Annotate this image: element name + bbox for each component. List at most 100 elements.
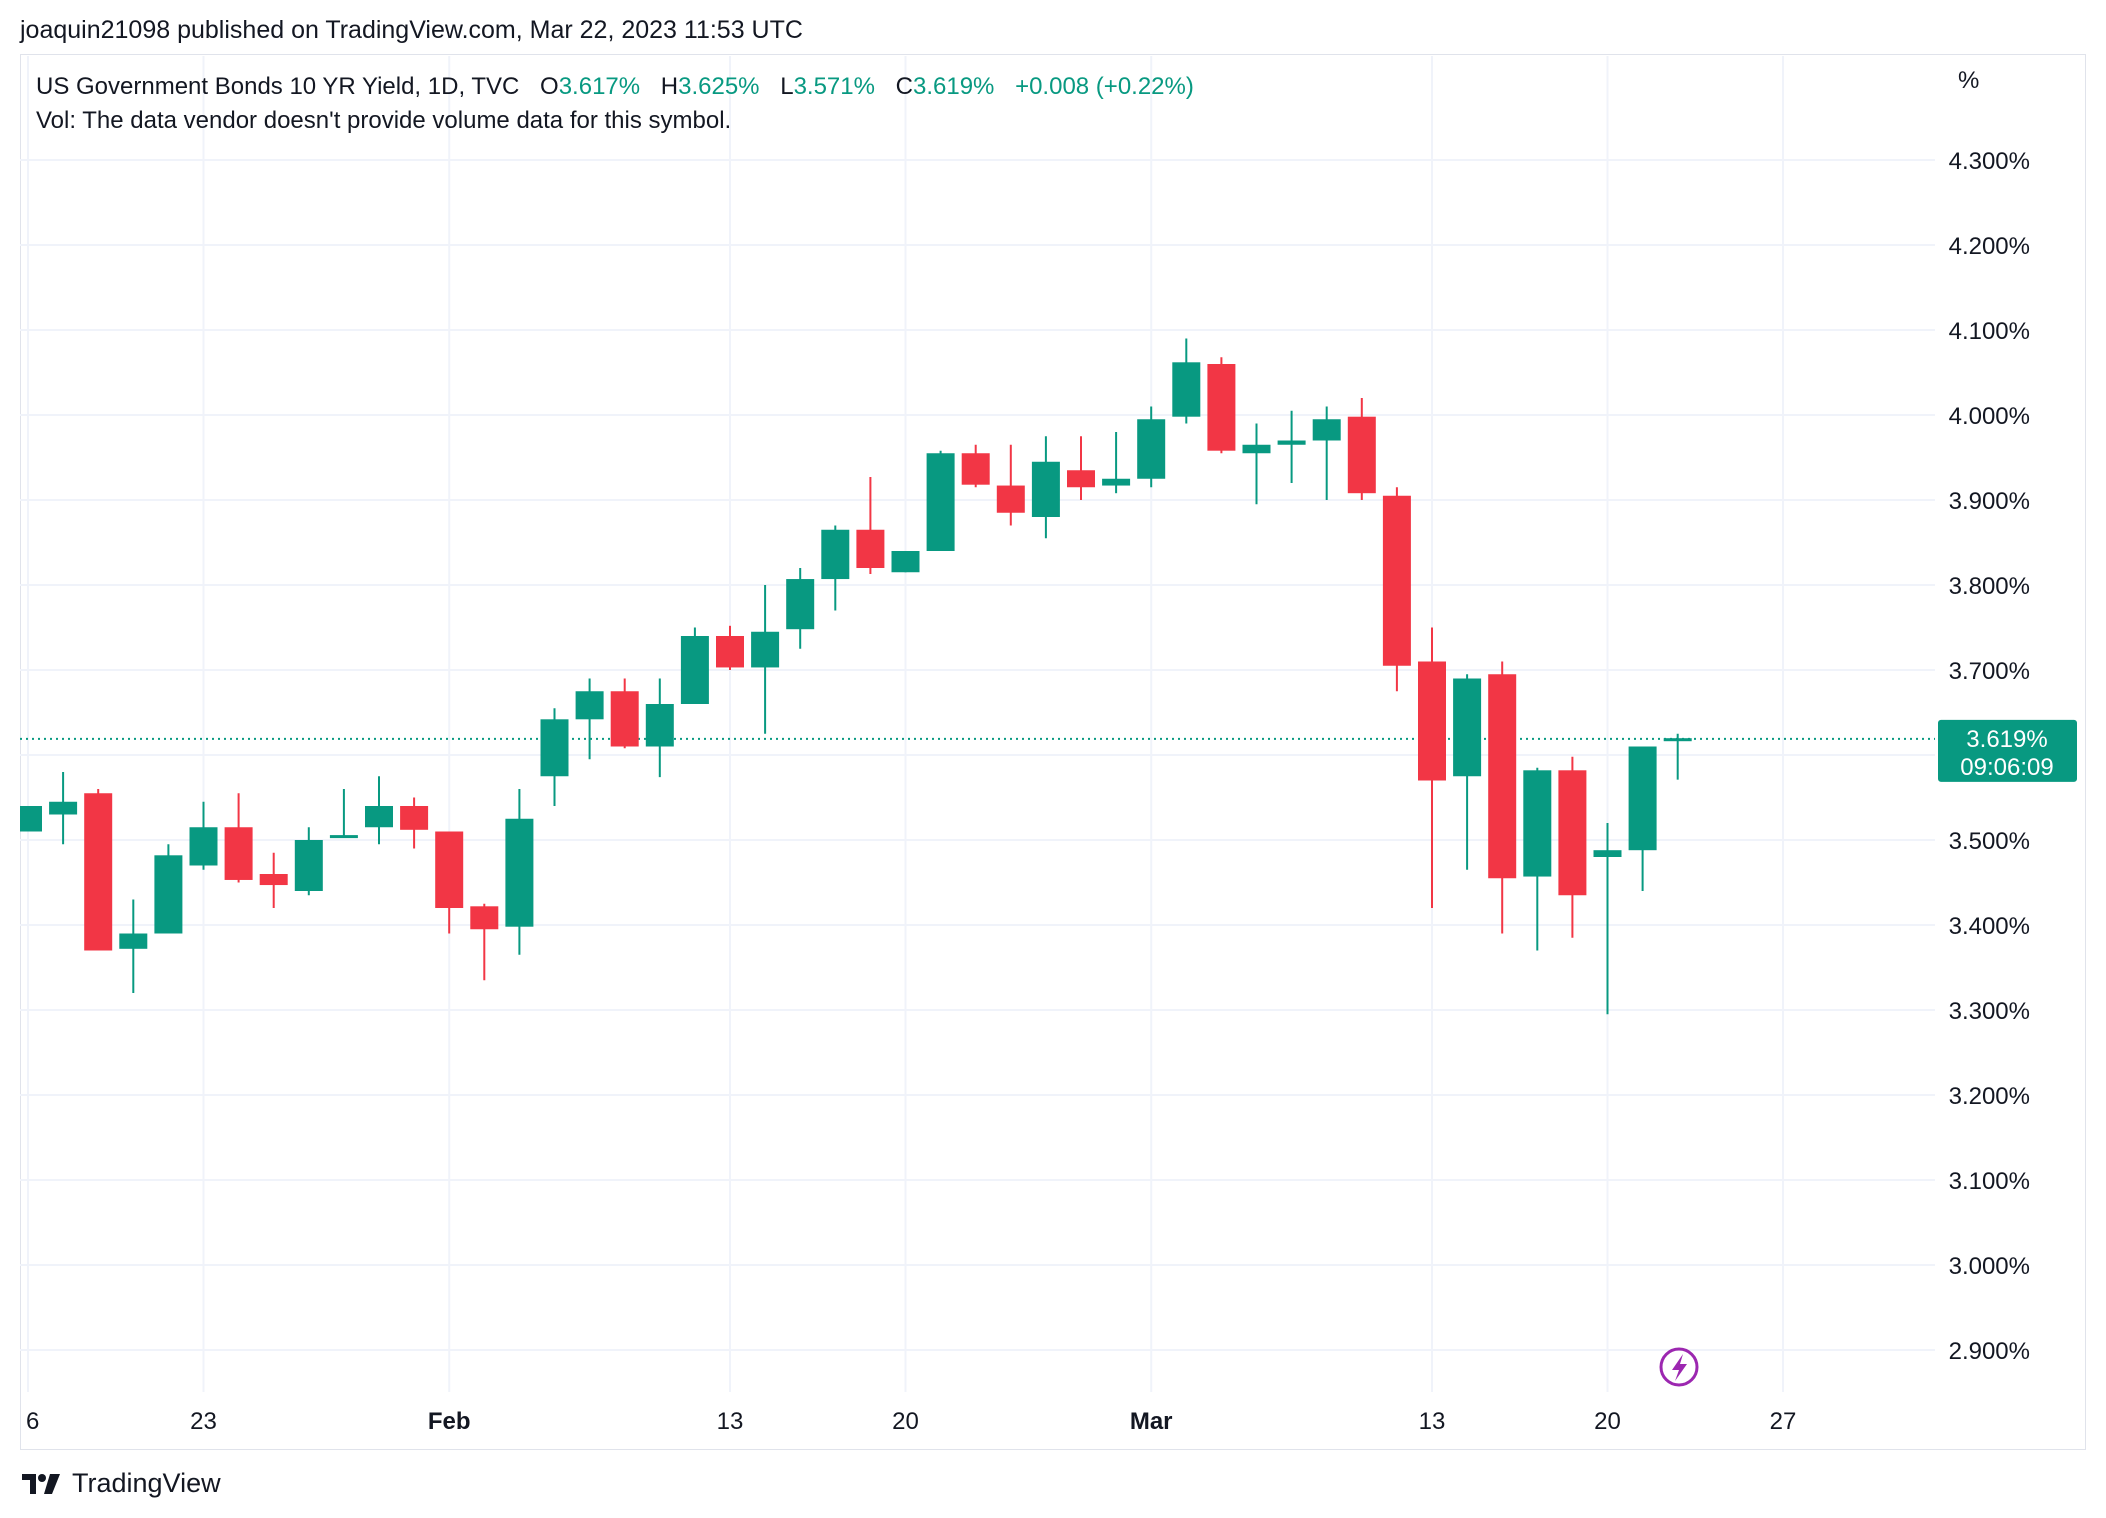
candle [1558, 756, 1587, 938]
candle-body [996, 485, 1025, 513]
candle [926, 450, 955, 551]
candle [435, 831, 464, 934]
candle-body [84, 793, 113, 951]
y-tick-label: 3.300% [1949, 998, 2030, 1025]
candle-body [540, 719, 569, 777]
y-tick-label: 3.200% [1949, 1083, 2030, 1110]
legend-ohlc-row: US Government Bonds 10 YR Yield, 1D, TVC… [36, 70, 1194, 104]
candle-body [645, 704, 674, 747]
candle-body [575, 691, 604, 720]
candle-body [505, 818, 534, 927]
candle-body [294, 840, 323, 891]
published-info: joaquin21098 published on TradingView.co… [20, 16, 803, 44]
legend-low-label: L [780, 73, 794, 100]
legend-symbol[interactable]: US Government Bonds 10 YR Yield, 1D, TVC [36, 73, 520, 100]
candle [189, 801, 218, 870]
candle-body [1663, 738, 1692, 742]
candle-body [20, 806, 42, 832]
candle-body [961, 453, 990, 485]
x-tick-label: Mar [1130, 1408, 1173, 1435]
footer-brand[interactable]: TradingView [22, 1468, 221, 1499]
time-axis[interactable]: 6 23 Feb 13 20 Mar 13 20 27 [26, 1408, 1796, 1435]
tradingview-logo-icon [22, 1473, 60, 1494]
candle-body [1067, 470, 1095, 488]
candle [1277, 410, 1306, 483]
x-tick-label: 13 [717, 1408, 744, 1435]
candle [1593, 823, 1622, 1015]
y-tick-label: 3.800% [1949, 573, 2030, 600]
candle [1347, 398, 1376, 500]
candle-body [891, 551, 920, 573]
legend-high-value: 3.625% [678, 73, 760, 100]
legend-close-label: C [895, 73, 913, 100]
x-tick-label: Feb [428, 1408, 471, 1435]
candle-body [1207, 364, 1236, 451]
candle [365, 776, 393, 845]
candle [119, 899, 148, 993]
candle-body [1137, 419, 1166, 479]
y-tick-label: 3.400% [1949, 913, 2030, 940]
legend-open-label: O [540, 73, 559, 100]
y-tick-label: 3.100% [1949, 1168, 2030, 1195]
legend-change: +0.008 (+0.22%) [1015, 73, 1194, 100]
candle [329, 789, 358, 839]
candle [1312, 406, 1341, 500]
candle-body [1277, 440, 1306, 445]
candle [1488, 661, 1517, 934]
candle [821, 525, 850, 611]
candle [1207, 357, 1236, 454]
candle [996, 444, 1025, 526]
candle [891, 551, 920, 573]
candle [470, 903, 499, 981]
x-tick-label: 13 [1419, 1408, 1446, 1435]
candle [610, 678, 639, 749]
candle [645, 678, 674, 778]
candle [540, 708, 569, 806]
candle [961, 444, 990, 488]
x-tick-label: 20 [1594, 1408, 1621, 1435]
candle [1067, 436, 1095, 500]
y-tick-label: 4.300% [1949, 148, 2030, 175]
candle [575, 678, 604, 760]
candle [224, 793, 253, 883]
candle [1102, 432, 1131, 494]
candle [1172, 338, 1201, 424]
candle-body [1102, 478, 1131, 486]
candle [400, 797, 429, 849]
price-badge-countdown: 09:06:09 [1960, 754, 2053, 781]
candle-body [400, 806, 429, 830]
lightning-icon[interactable] [1659, 1347, 1699, 1387]
legend-close-value: 3.619% [912, 73, 995, 100]
candle-body [1312, 419, 1341, 441]
candle-body [1382, 495, 1411, 666]
legend-high-label: H [660, 73, 679, 100]
candles [20, 338, 1692, 1015]
candle [20, 806, 42, 832]
legend-volume-note: Vol: The data vendor doesn't provide vol… [36, 107, 732, 134]
candle-body [1031, 461, 1060, 517]
candle-body [856, 529, 885, 568]
candle-body [1453, 678, 1482, 777]
y-tick-label: 2.900% [1949, 1338, 2030, 1365]
candle-body [470, 906, 499, 930]
candle [1523, 767, 1552, 951]
candle [751, 585, 780, 734]
legend-open-value: 3.617% [558, 73, 641, 100]
candle [294, 827, 323, 896]
candle-body [1488, 674, 1517, 879]
x-tick-label: 20 [892, 1408, 919, 1435]
candle-body [1418, 661, 1446, 781]
candle-body [926, 453, 955, 551]
candle [1137, 406, 1166, 488]
x-tick-label: 27 [1770, 1408, 1797, 1435]
y-tick-label: 3.900% [1949, 488, 2030, 515]
candle-body [49, 801, 78, 815]
legend-low-value: 3.571% [793, 73, 875, 100]
candle-body [365, 806, 393, 828]
candle-body [435, 831, 464, 908]
candle [786, 568, 815, 649]
candle-body [1347, 416, 1376, 494]
candle-body [329, 835, 358, 839]
y-tick-label: 4.100% [1949, 318, 2030, 345]
